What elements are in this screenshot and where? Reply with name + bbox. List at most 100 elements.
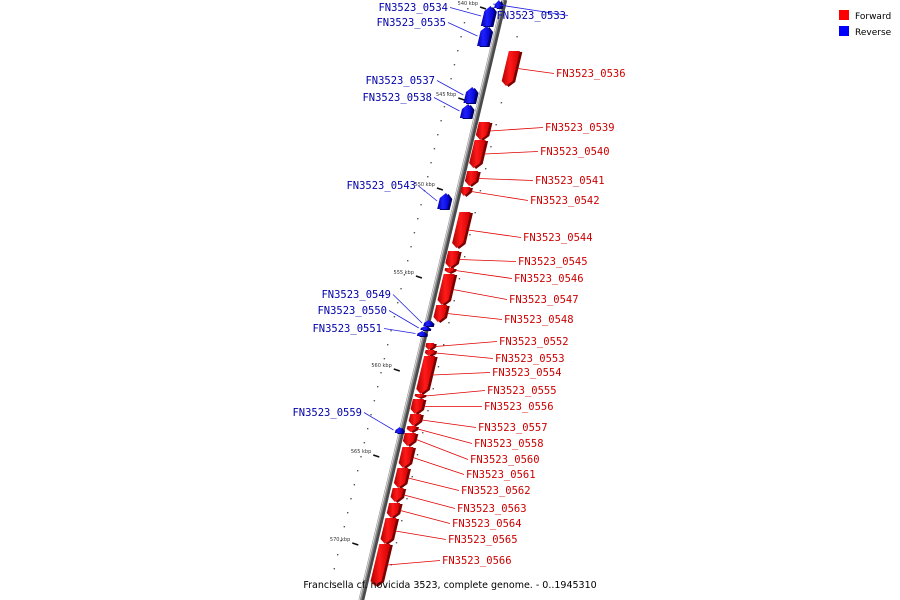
gene-label[interactable]: FN3523_0564 xyxy=(452,518,522,530)
gene-label[interactable]: FN3523_0559 xyxy=(292,407,362,419)
gene-fn3523-0565[interactable] xyxy=(380,518,400,545)
forward-gene-arrow[interactable] xyxy=(444,268,455,273)
gene-fn3523-0543[interactable] xyxy=(437,193,453,210)
gene-label[interactable]: FN3523_0535 xyxy=(376,17,446,29)
reverse-gene-arrow[interactable] xyxy=(437,193,450,209)
reverse-gene-arrow[interactable] xyxy=(477,26,491,46)
gene-fn3523-0537[interactable] xyxy=(463,87,479,104)
forward-gene-arrow[interactable] xyxy=(402,433,416,446)
gene-label[interactable]: FN3523_0550 xyxy=(317,305,387,317)
forward-gene-arrow[interactable] xyxy=(406,426,417,432)
gene-fn3523-0544[interactable] xyxy=(452,212,473,249)
gene-label[interactable]: FN3523_0542 xyxy=(530,195,600,207)
forward-gene-arrow[interactable] xyxy=(390,488,404,502)
gene-fn3523-0550[interactable] xyxy=(420,326,432,331)
gene-label[interactable]: FN3523_0556 xyxy=(484,401,554,413)
gene-label[interactable]: FN3523_0562 xyxy=(461,485,531,497)
gene-label[interactable]: FN3523_0555 xyxy=(487,385,557,397)
forward-gene-arrow[interactable] xyxy=(410,399,424,414)
gene-fn3523-0548[interactable] xyxy=(433,305,450,323)
gene-label[interactable]: FN3523_0553 xyxy=(495,353,565,365)
forward-gene-arrow[interactable] xyxy=(380,518,397,544)
gene-label[interactable]: FN3523_0561 xyxy=(466,469,536,481)
forward-gene-arrow[interactable] xyxy=(501,51,520,86)
reverse-gene-arrow[interactable] xyxy=(420,326,429,330)
gene-label[interactable]: FN3523_0540 xyxy=(540,146,610,158)
gene-label[interactable]: FN3523_0558 xyxy=(474,438,544,450)
gene-label[interactable]: FN3523_0557 xyxy=(478,422,548,434)
gene-label[interactable]: FN3523_0543 xyxy=(346,180,416,192)
gene-label[interactable]: FN3523_0554 xyxy=(492,367,562,379)
gene-fn3523-0535[interactable] xyxy=(477,26,494,47)
gene-label[interactable]: FN3523_0537 xyxy=(365,75,435,87)
forward-gene-arrow[interactable] xyxy=(386,503,401,518)
reverse-gene-arrow[interactable] xyxy=(416,331,426,336)
forward-gene-arrow[interactable] xyxy=(425,343,435,350)
gene-label[interactable]: FN3523_0560 xyxy=(470,454,540,466)
gene-label[interactable]: FN3523_0534 xyxy=(378,2,448,14)
gene-fn3523-0555[interactable] xyxy=(414,394,427,399)
gene-fn3523-0542[interactable] xyxy=(460,187,473,197)
forward-gene-arrow[interactable] xyxy=(424,350,435,356)
forward-gene-arrow[interactable] xyxy=(408,414,422,426)
reverse-gene-arrow[interactable] xyxy=(423,320,433,326)
reverse-gene-arrow[interactable] xyxy=(494,0,502,8)
forward-gene-arrow[interactable] xyxy=(437,274,455,305)
forward-gene-arrow[interactable] xyxy=(452,212,471,248)
gene-label[interactable]: FN3523_0549 xyxy=(321,289,391,301)
gene-fn3523-0552[interactable] xyxy=(425,343,437,351)
gene-label[interactable]: FN3523_0566 xyxy=(442,555,512,567)
reverse-gene-arrow[interactable] xyxy=(394,427,403,433)
gene-fn3523-0534[interactable] xyxy=(480,6,497,27)
forward-gene-arrow[interactable] xyxy=(475,122,490,140)
forward-gene-arrow[interactable] xyxy=(398,447,414,468)
gene-fn3523-0563[interactable] xyxy=(390,488,407,503)
gene-label[interactable]: FN3523_0538 xyxy=(362,92,432,104)
forward-gene-arrow[interactable] xyxy=(460,187,471,196)
gene-fn3523-0551[interactable] xyxy=(416,331,429,337)
gene-fn3523-0547[interactable] xyxy=(437,274,458,306)
forward-gene-arrow[interactable] xyxy=(433,305,448,322)
forward-gene-arrow[interactable] xyxy=(370,544,391,586)
forward-gene-arrow[interactable] xyxy=(416,356,436,394)
gene-fn3523-0561[interactable] xyxy=(398,447,416,469)
gene-label[interactable]: FN3523_0539 xyxy=(545,122,615,134)
gene-label[interactable]: FN3523_0552 xyxy=(499,336,569,348)
gene-label[interactable]: FN3523_0533 xyxy=(496,10,566,22)
gene-label[interactable]: FN3523_0536 xyxy=(556,68,626,80)
gene-label[interactable]: FN3523_0548 xyxy=(504,314,574,326)
gene-fn3523-0540[interactable] xyxy=(469,140,489,169)
gene-fn3523-0560[interactable] xyxy=(402,433,419,447)
forward-gene-arrow[interactable] xyxy=(464,171,479,186)
gene-fn3523-0536[interactable] xyxy=(501,51,523,87)
gene-fn3523-0558[interactable] xyxy=(406,426,419,433)
gene-fn3523-0538[interactable] xyxy=(459,104,475,119)
gene-fn3523-0549[interactable] xyxy=(423,320,435,327)
gene-fn3523-0566[interactable] xyxy=(370,544,393,587)
gene-fn3523-0541[interactable] xyxy=(464,171,481,187)
forward-gene-arrow[interactable] xyxy=(469,140,486,168)
gene-label[interactable]: FN3523_0565 xyxy=(448,534,518,546)
gene-label[interactable]: FN3523_0547 xyxy=(509,294,579,306)
reverse-gene-arrow[interactable] xyxy=(463,87,477,103)
forward-gene-arrow[interactable] xyxy=(445,251,460,268)
gene-label[interactable]: FN3523_0544 xyxy=(523,232,593,244)
gene-label[interactable]: FN3523_0551 xyxy=(312,323,382,335)
reverse-gene-arrow[interactable] xyxy=(480,6,495,26)
gene-fn3523-0559[interactable] xyxy=(394,427,406,434)
forward-gene-arrow[interactable] xyxy=(414,394,425,398)
gene-fn3523-0554[interactable] xyxy=(416,356,438,395)
gene-fn3523-0539[interactable] xyxy=(475,122,493,141)
gene-fn3523-0553[interactable] xyxy=(424,350,438,357)
gene-fn3523-0546[interactable] xyxy=(444,268,457,274)
gene-fn3523-0562[interactable] xyxy=(393,468,411,489)
gene-fn3523-0545[interactable] xyxy=(445,251,462,269)
gene-label[interactable]: FN3523_0563 xyxy=(457,503,527,515)
forward-gene-arrow[interactable] xyxy=(393,468,409,488)
gene-label[interactable]: FN3523_0546 xyxy=(514,273,584,285)
gene-fn3523-0556[interactable] xyxy=(410,399,427,415)
gene-label[interactable]: FN3523_0545 xyxy=(518,256,588,268)
gene-fn3523-0557[interactable] xyxy=(408,414,424,427)
gene-fn3523-0564[interactable] xyxy=(386,503,403,519)
gene-label[interactable]: FN3523_0541 xyxy=(535,175,605,187)
